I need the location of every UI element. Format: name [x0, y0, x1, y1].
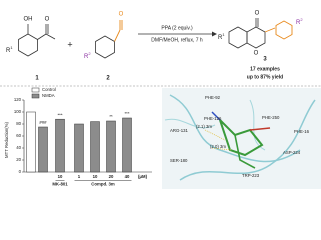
summary: up to 87% yield: [247, 74, 283, 80]
residue-label: ASP-224: [283, 150, 301, 155]
y-tick-label: 120: [14, 97, 22, 102]
x-tick-label: 10: [93, 174, 98, 179]
residue-label: PHE-126: [204, 116, 222, 121]
bar: [106, 120, 116, 173]
legend-swatch: [31, 93, 40, 99]
atom-label: O: [254, 51, 259, 57]
arrow-head: [212, 31, 217, 37]
substituent: R2: [84, 51, 91, 60]
bar: [26, 111, 36, 173]
bar: [74, 123, 84, 173]
residue-label: (2.1) 3m: [196, 124, 212, 129]
docking-labels: PHE-92 PHE-250 PHE-16 PHE-126 (2.1) 3m ARG-13…: [170, 95, 310, 178]
bar: [55, 118, 65, 173]
reactant-1-structure: [18, 24, 56, 57]
y-tick-label: 100: [14, 109, 22, 114]
x-tick-label: 10: [58, 174, 63, 179]
legend-swatch: [31, 87, 40, 93]
substituent-index: 1: [222, 32, 225, 37]
condition: DMF/MeOH, reflux, 7 h: [151, 37, 203, 43]
x-tick-label: 1: [78, 174, 81, 179]
residue-label: TRP-223: [242, 173, 260, 178]
significance: **: [109, 114, 113, 119]
atom-label: O: [255, 11, 260, 17]
legend-label: NMDA: [42, 93, 55, 98]
plus-sign: +: [67, 39, 72, 49]
substituent-letter: R: [296, 20, 301, 26]
residue-label: PHE-16: [294, 129, 310, 134]
significance: ***: [57, 112, 62, 117]
substituent-index: 2: [88, 51, 91, 56]
significance: ***: [124, 111, 129, 116]
y-tick-label: 20: [16, 157, 21, 162]
bar: [38, 126, 48, 173]
substituent: R1: [218, 32, 225, 41]
x-tick-label: 40: [125, 174, 130, 179]
residue-label: PHE-92: [205, 95, 221, 100]
residue-label: PHE-250: [262, 115, 280, 120]
residue-label: (2.0) 3m: [210, 144, 226, 149]
compound-label: 1: [35, 76, 39, 82]
group-label: Compd. 3m: [91, 182, 115, 187]
bar: [122, 117, 132, 173]
bar-chart: MTT Reduction(%) 020406080100120###10***…: [4, 87, 152, 187]
y-tick-label: 60: [16, 133, 21, 138]
substituent-letter: R: [6, 48, 11, 54]
substituent: R2: [296, 17, 303, 26]
graphical-abstract: OH O R1 1 + O R2 2 PPA (2 equiv.) DMF/Me…: [0, 11, 321, 189]
y-tick-label: 40: [16, 145, 21, 150]
compound-label: 2: [106, 76, 110, 82]
atom-label: O: [119, 12, 124, 18]
substituent-index: 2: [300, 17, 303, 22]
x-tick-label: 20: [109, 174, 114, 179]
group-label: MK-801: [52, 182, 68, 187]
substituent-letter: R: [84, 54, 89, 60]
unit-label: (μM): [138, 174, 148, 179]
legend-label: Control: [42, 87, 56, 92]
summary: 17 examples: [250, 66, 280, 72]
docking-image: [162, 88, 321, 189]
residue-label: SER-180: [170, 158, 188, 163]
residue-label: ARG-131: [170, 128, 189, 133]
reactant-2-structure: [95, 20, 123, 59]
y-tick-label: 0: [19, 169, 22, 174]
atom-label: O: [45, 17, 50, 23]
atom-label: OH: [24, 17, 33, 23]
substituent: R1: [6, 45, 13, 54]
bar: [90, 121, 100, 173]
substituent-index: 1: [10, 45, 13, 50]
y-tick-label: 80: [16, 121, 21, 126]
compound-label: 3: [263, 57, 267, 63]
product-structure: [228, 18, 293, 49]
y-axis-label: MTT Reduction(%): [4, 121, 9, 158]
condition: PPA (2 equiv.): [161, 25, 193, 31]
substituent-letter: R: [218, 35, 223, 41]
significance: ###: [39, 120, 47, 125]
